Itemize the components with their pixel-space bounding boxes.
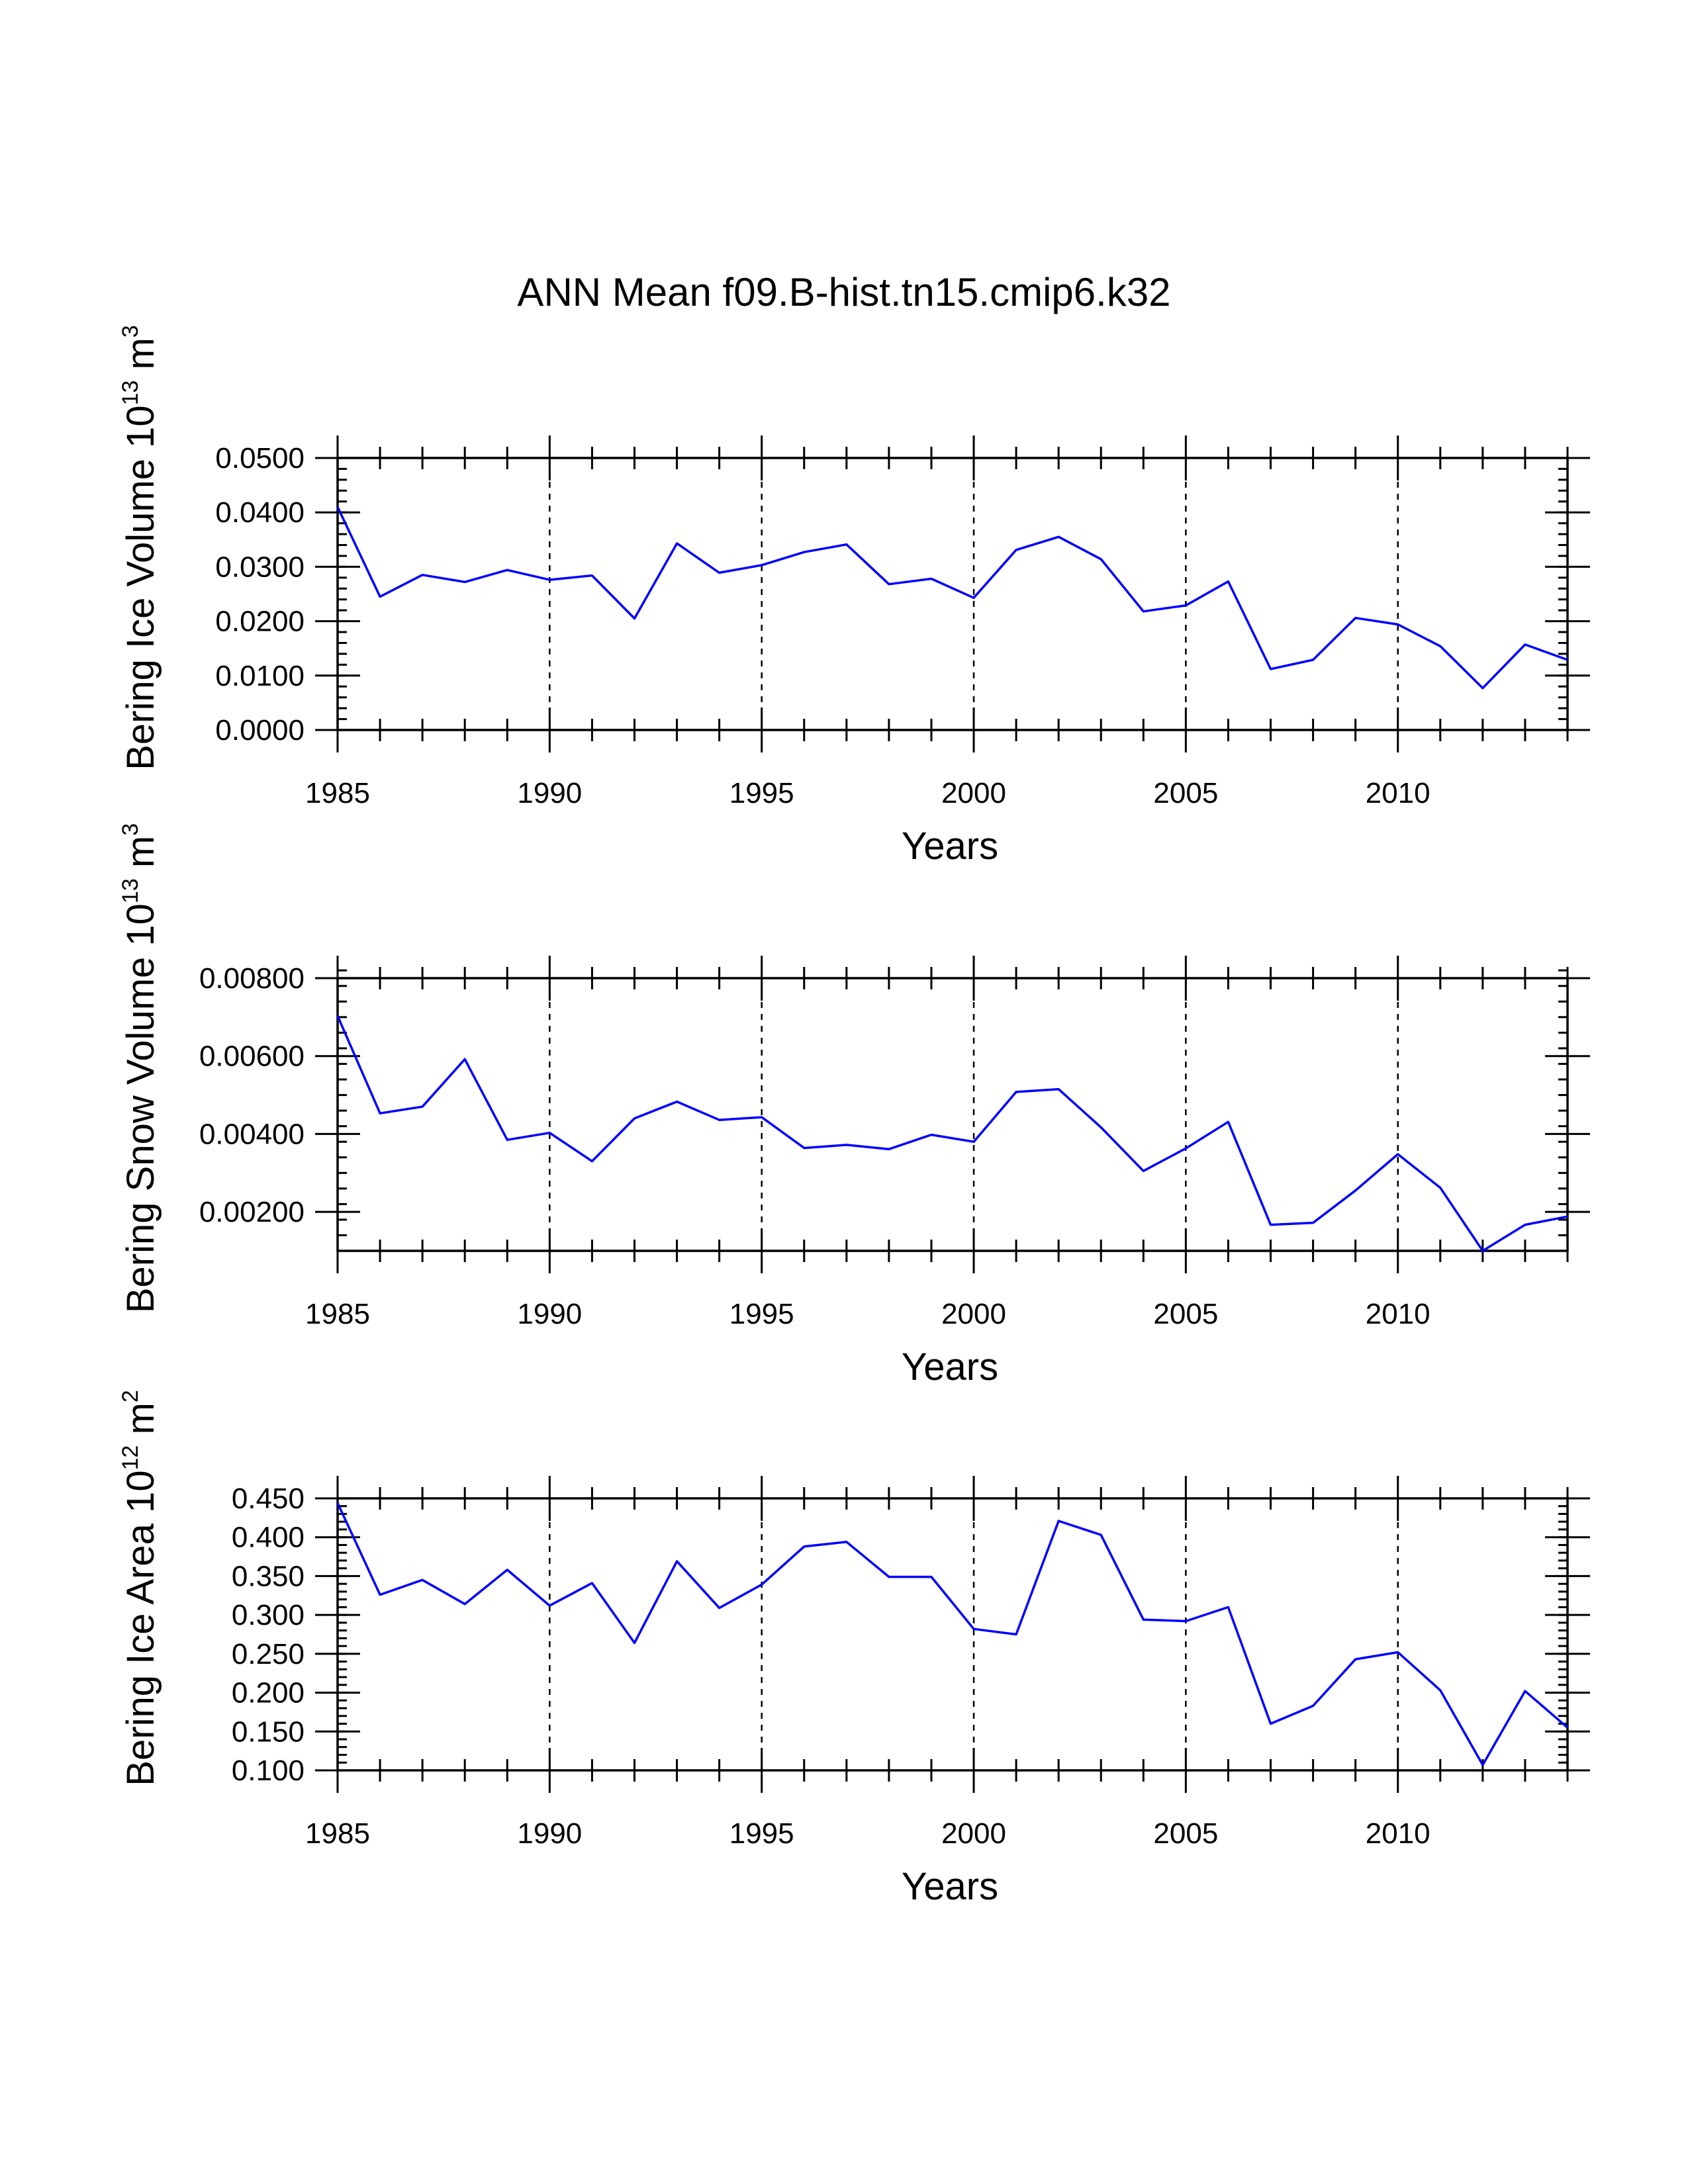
plot-frame (336, 457, 1569, 731)
x-tick-label: 1995 (729, 1817, 794, 1850)
y-axis-title-part: m (119, 836, 162, 878)
x-tick-label: 2010 (1366, 777, 1430, 809)
x-tick-label: 1995 (729, 777, 794, 809)
x-tick-label: 2005 (1153, 1817, 1218, 1850)
y-axis-title-part: m (119, 338, 162, 380)
x-tick-label: 1995 (729, 1298, 794, 1330)
y-axis-title-part: Bering Snow Volume 10 (119, 903, 162, 1313)
y-tick-label: 0.00800 (199, 962, 305, 995)
x-tick-label: 2000 (941, 777, 1006, 809)
series-line (336, 1502, 1569, 1766)
x-tick-label: 2000 (941, 1817, 1006, 1850)
y-tick-label: 0.0500 (215, 442, 305, 475)
y-tick-label: 0.0400 (215, 496, 305, 529)
y-tick-label: 0.00200 (199, 1196, 305, 1228)
x-tick-label: 2005 (1153, 777, 1218, 809)
y-axis-title-part: m (119, 1402, 162, 1445)
y-tick-label: 0.0300 (215, 551, 305, 583)
panel-1: 0.0000 0.0100 0.0200 0.0300 0.0400 0.0500 1985… (118, 325, 1590, 868)
plot-frame (336, 1497, 1569, 1772)
x-tick-label: 1990 (517, 1817, 582, 1850)
y-axis-title-superscript: 12 (118, 1445, 143, 1471)
figure-title: ANN Mean f09.B-hist.tn15.cmip6.k32 (517, 270, 1170, 314)
y-tick-label: 0.00600 (199, 1040, 305, 1073)
y-tick-label: 0.300 (232, 1599, 305, 1631)
y-axis-title-superscript: 13 (118, 381, 143, 406)
y-axis-title: Bering Snow Volume 1013 m3 (118, 823, 162, 1313)
x-axis-title: Years (902, 1345, 998, 1388)
x-tick-label: 2010 (1366, 1817, 1430, 1850)
y-axis-title-part: Bering Ice Area 10 (119, 1470, 162, 1786)
x-tick-label: 1985 (305, 1817, 370, 1850)
y-tick-label: 0.250 (232, 1638, 305, 1670)
y-tick-label: 0.400 (232, 1522, 305, 1554)
y-tick-label: 0.100 (232, 1754, 305, 1787)
y-axis-title-superscript: 3 (118, 325, 143, 338)
x-tick-label: 1990 (517, 1298, 582, 1330)
x-tick-label: 1985 (305, 1298, 370, 1330)
series-line (336, 506, 1568, 690)
x-axis-title: Years (902, 825, 998, 868)
y-tick-label: 0.00400 (199, 1118, 305, 1150)
x-tick-label: 2010 (1366, 1298, 1430, 1330)
panel-3: 0.100 0.150 0.200 0.250 0.300 0.350 0.400 0.450… (118, 1390, 1590, 1908)
y-axis-title-part: Bering Ice Volume 10 (119, 405, 162, 770)
series-line (336, 1015, 1568, 1252)
y-axis-title-superscript: 13 (118, 878, 143, 903)
y-tick-label: 0.200 (232, 1677, 305, 1709)
x-tick-label: 1985 (305, 777, 370, 809)
plot-frame (336, 977, 1569, 1252)
y-tick-label: 0.0200 (215, 606, 305, 638)
x-tick-label: 1990 (517, 777, 582, 809)
y-axis-title: Bering Ice Area 1012 m2 (118, 1390, 162, 1786)
y-axis-title: Bering Ice Volume 1013 m3 (118, 325, 162, 770)
y-tick-label: 0.0100 (215, 660, 305, 692)
y-tick-label: 0.150 (232, 1715, 305, 1748)
x-tick-label: 2005 (1153, 1298, 1218, 1330)
y-tick-label: 0.450 (232, 1482, 305, 1515)
y-axis-title-superscript: 2 (118, 1390, 143, 1402)
y-tick-label: 0.0000 (215, 714, 305, 747)
x-tick-label: 2000 (941, 1298, 1006, 1330)
panel-2: 0.00200 0.00400 0.00600 0.00800 1985 1990 1995… (118, 823, 1590, 1388)
y-axis-title-superscript: 3 (118, 823, 143, 836)
x-axis-title: Years (902, 1865, 998, 1908)
y-tick-label: 0.350 (232, 1560, 305, 1592)
